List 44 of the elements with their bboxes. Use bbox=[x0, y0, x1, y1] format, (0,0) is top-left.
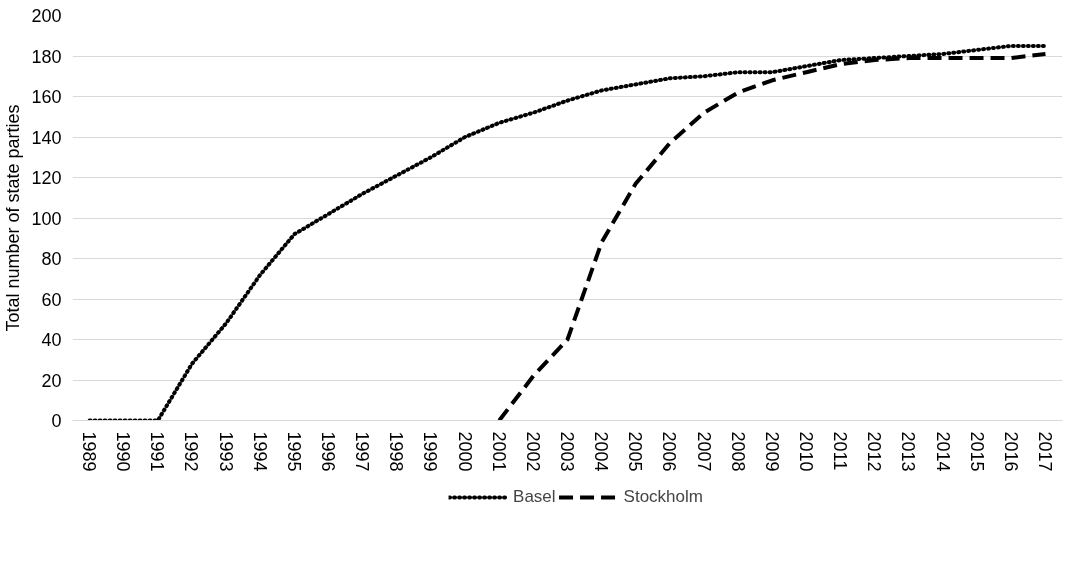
y-tick-label: 60 bbox=[41, 289, 62, 310]
y-tick-label: 160 bbox=[31, 87, 62, 107]
x-tick-label: 1996 bbox=[318, 431, 339, 472]
y-tick-label: 20 bbox=[41, 370, 62, 391]
x-tick-label: 1995 bbox=[283, 431, 304, 472]
x-tick-label: 2010 bbox=[795, 431, 816, 472]
x-tick-label: 2014 bbox=[932, 431, 953, 472]
x-tick-label: 1997 bbox=[352, 431, 373, 472]
x-tick-label: 1994 bbox=[249, 431, 270, 472]
y-tick-label: 120 bbox=[31, 168, 62, 188]
x-tick-label: 1992 bbox=[181, 431, 202, 472]
x-tick-label: 1993 bbox=[215, 431, 236, 472]
y-tick-label: 180 bbox=[31, 46, 62, 67]
x-tick-label: 1990 bbox=[113, 431, 134, 472]
x-tick-label: 1998 bbox=[386, 431, 407, 472]
x-tick-label: 2003 bbox=[557, 431, 577, 472]
x-tick-label: 1999 bbox=[420, 431, 441, 472]
x-tick-label: 2007 bbox=[693, 431, 714, 472]
y-tick-label: 200 bbox=[31, 6, 62, 26]
x-tick-label: 2015 bbox=[966, 431, 987, 472]
y-axis-title: Total number of state parties bbox=[3, 104, 24, 332]
x-tick-label: 2011 bbox=[830, 431, 851, 471]
y-tick-label: 40 bbox=[41, 330, 62, 350]
y-tick-label: 100 bbox=[31, 208, 62, 229]
x-tick-label: 1989 bbox=[79, 431, 100, 472]
x-tick-label: 2017 bbox=[1034, 431, 1055, 472]
x-tick-label: 2008 bbox=[727, 431, 748, 472]
x-tick-label: 2001 bbox=[488, 431, 509, 472]
x-tick-label: 2009 bbox=[761, 431, 782, 472]
x-tick-label: 2005 bbox=[625, 431, 646, 472]
y-tick-label: 0 bbox=[51, 411, 62, 431]
x-tick-label: 2004 bbox=[591, 431, 612, 472]
y-tick-label: 80 bbox=[41, 249, 62, 269]
legend-label: Basel bbox=[513, 486, 556, 507]
x-tick-label: 2002 bbox=[522, 431, 543, 472]
x-tick-label: 2000 bbox=[454, 431, 475, 472]
y-tick-label: 140 bbox=[31, 127, 62, 148]
x-tick-label: 2006 bbox=[659, 431, 680, 472]
line-series bbox=[87, 43, 1048, 421]
x-tick-label: 2016 bbox=[1000, 431, 1021, 472]
x-tick-label: 1991 bbox=[147, 431, 168, 472]
x-tick-label: 2012 bbox=[864, 431, 885, 472]
x-tick-label: 2013 bbox=[898, 431, 919, 472]
legend-label: Stockholm bbox=[623, 486, 703, 507]
